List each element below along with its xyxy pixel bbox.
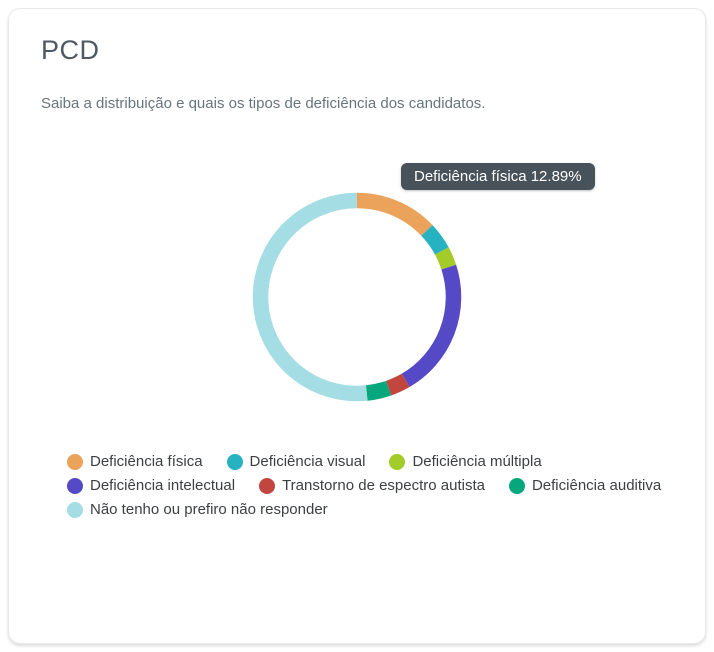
donut-segment-0[interactable] [356,192,433,236]
legend-marker-icon [508,477,525,494]
chart-legend: Deficiência física Deficiência visual Defi… [67,453,714,518]
tooltip-text: Deficiência física 12.89% [414,168,582,185]
donut-segment-6[interactable] [252,192,368,402]
donut-segment-5[interactable] [365,380,392,401]
legend-label: Deficiência física [90,453,203,470]
legend-item-0[interactable]: Deficiência física [67,453,203,470]
donut-segment-3[interactable] [401,264,462,388]
page-title: PCD [41,35,100,65]
legend-item-2[interactable]: Deficiência múltipla [389,453,542,470]
legend-item-6[interactable]: Não tenho ou prefiro não responder [67,501,328,518]
donut-segment-4[interactable] [385,373,410,396]
donut-segment-2[interactable] [434,247,457,270]
legend-marker-icon [67,477,83,494]
chart-tooltip: Deficiência física 12.89% [401,163,595,190]
legend-item-4[interactable]: Transtorno de espectro autista [259,477,485,494]
legend-label: Deficiência múltipla [412,453,542,470]
legend-label: Deficiência visual [249,453,366,470]
legend-label: Deficiência intelectual [90,477,236,494]
legend-label: Deficiência auditiva [531,477,662,494]
pcd-card: PCD Saiba a distribuição e quais os tipo… [8,8,706,644]
legend-marker-icon [226,453,243,470]
legend-marker-icon [67,501,83,518]
legend-item-3[interactable]: Deficiência intelectual [67,477,235,494]
legend-label: Transtorno de espectro autista [282,477,485,494]
donut-chart: Deficiência física 12.89% [9,129,707,439]
legend-item-1[interactable]: Deficiência visual [226,453,366,470]
legend-item-5[interactable]: Deficiência auditiva [508,477,662,494]
legend-marker-icon [67,453,83,470]
legend-label: Não tenho ou prefiro não responder [90,501,328,518]
donut-chart-svg [252,192,462,402]
donut-segment-1[interactable] [421,225,449,255]
card-subtitle: Saiba a distribuição e quais os tipos de… [41,95,486,112]
legend-marker-icon [259,477,276,494]
legend-marker-icon [389,453,406,470]
